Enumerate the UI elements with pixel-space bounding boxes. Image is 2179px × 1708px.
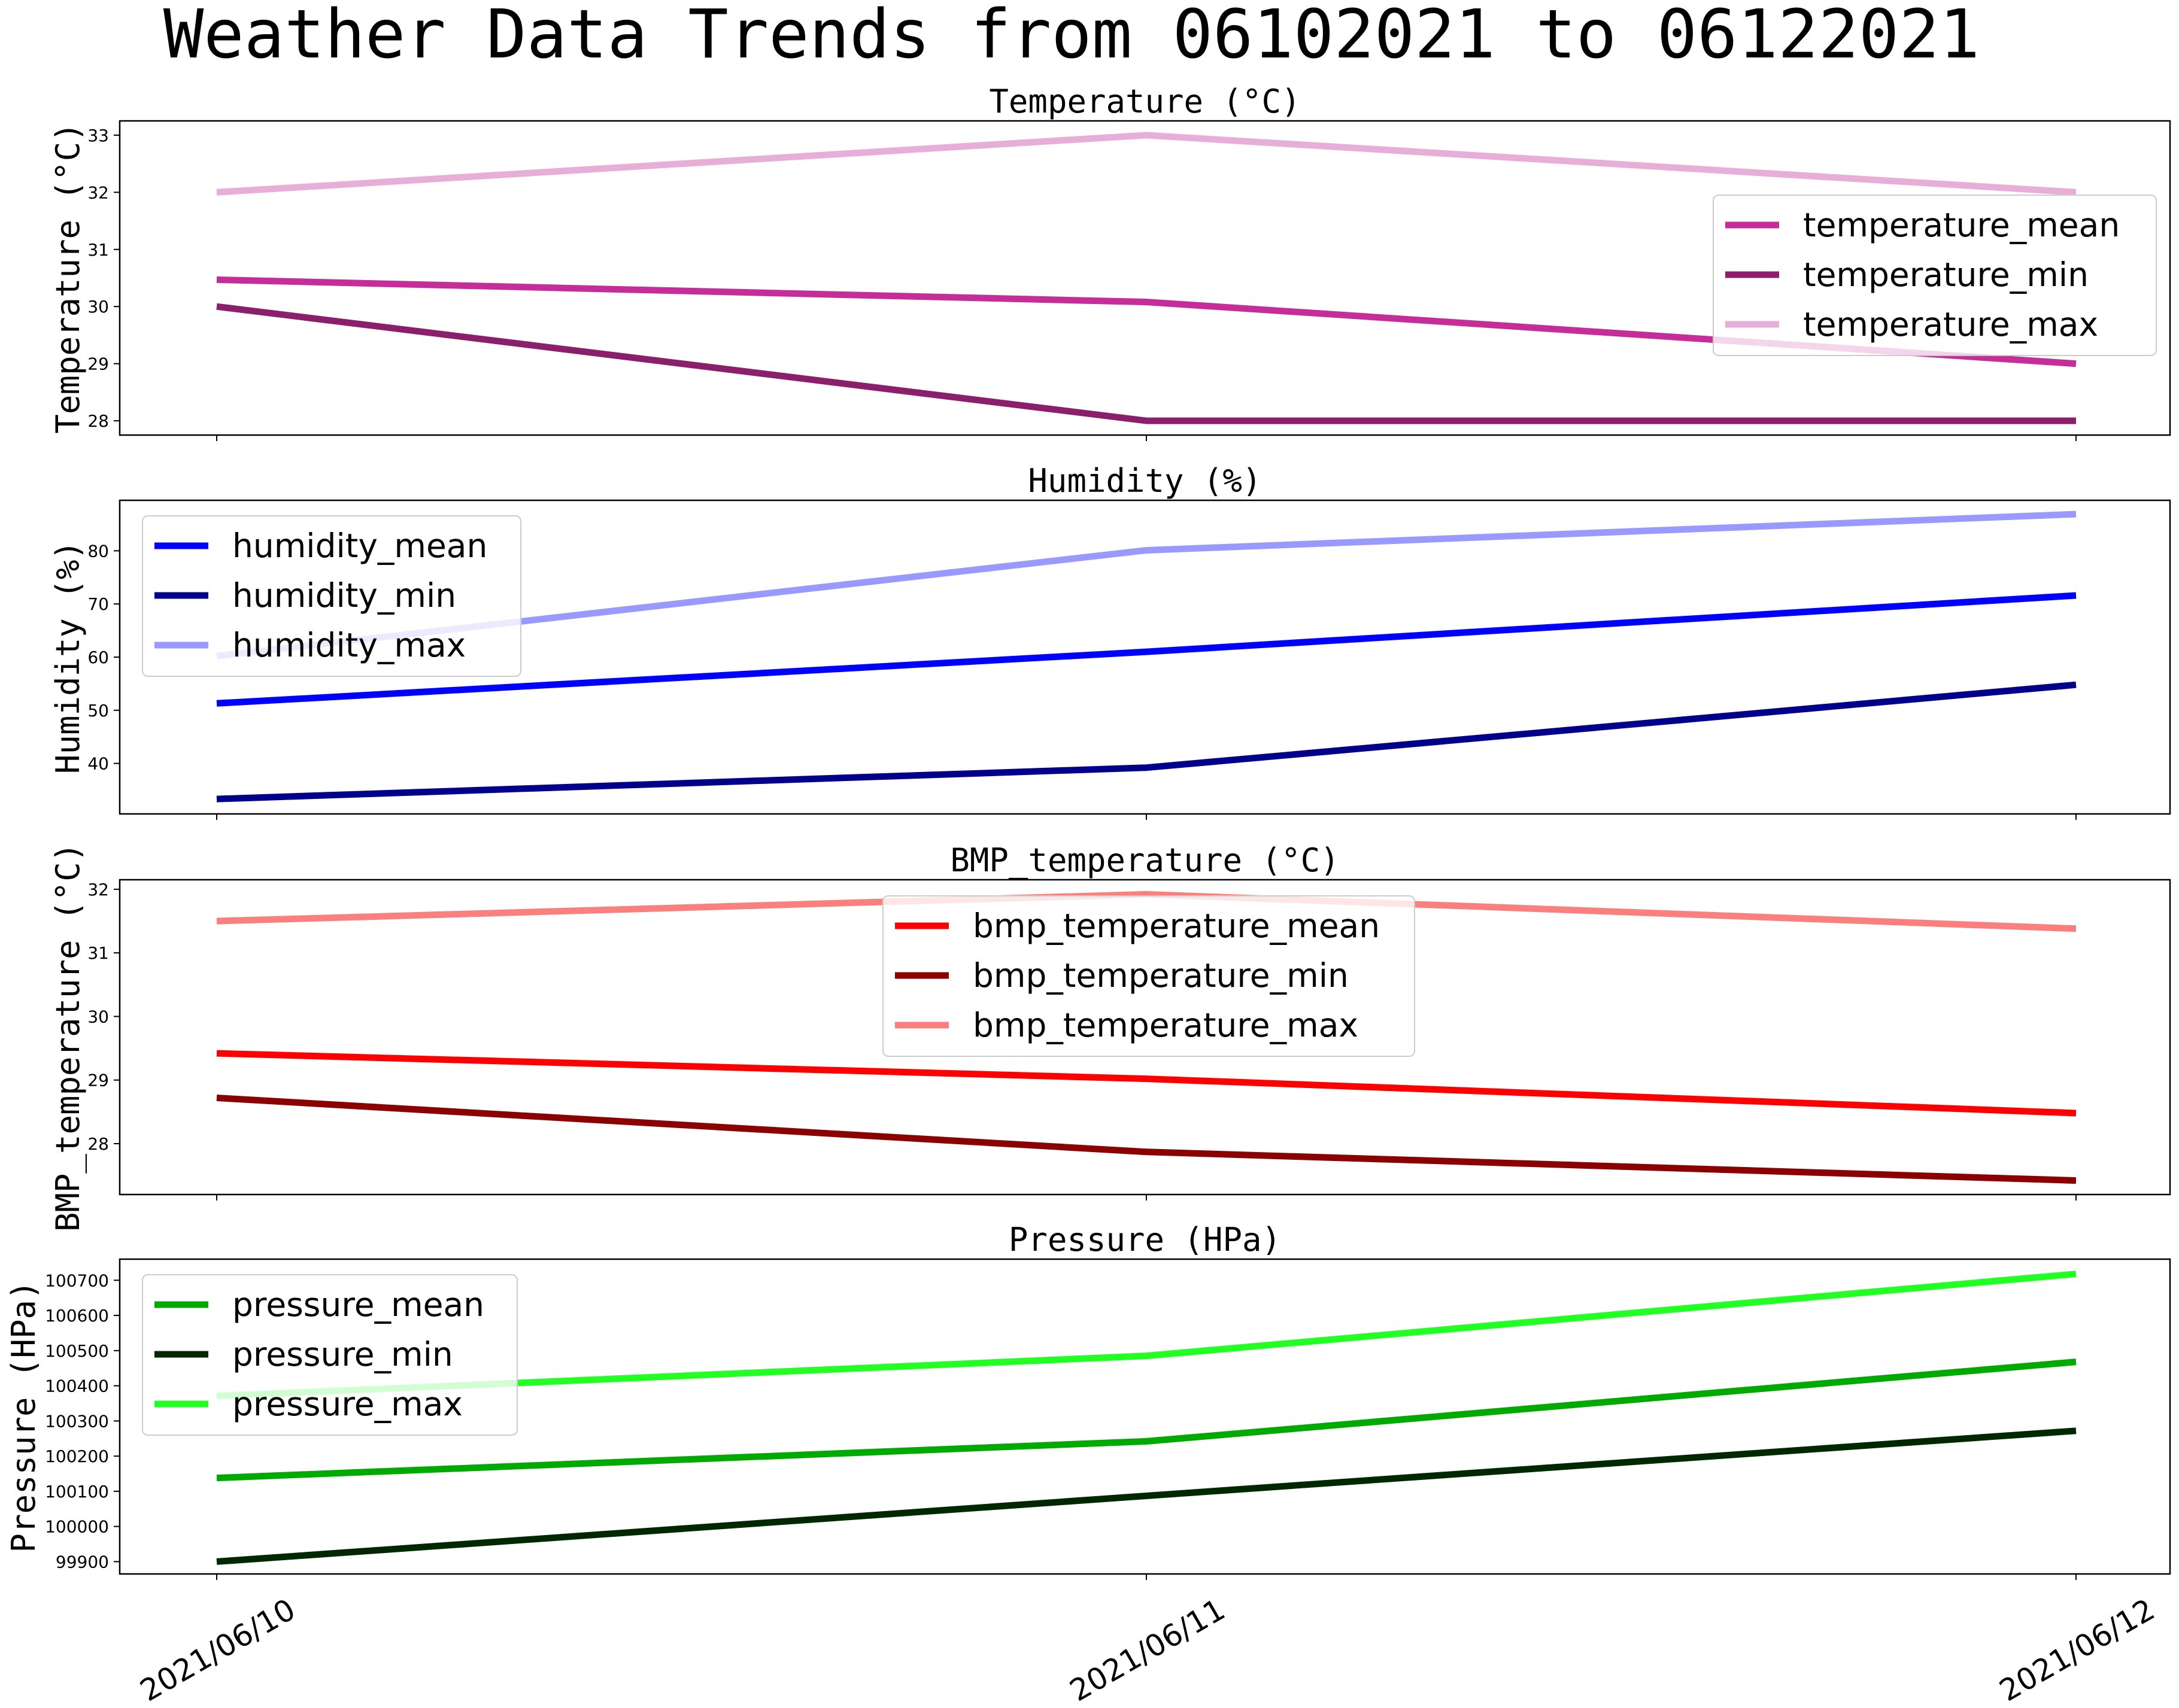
legend-label: bmp_temperature_min: [973, 956, 1349, 995]
y-tick-label: 32: [87, 880, 109, 899]
legend: humidity_mean humidity_min humidity_max: [142, 515, 521, 677]
series-line-bmp-temperature-min: [216, 1095, 2077, 1184]
y-tick-label: 30: [87, 1007, 109, 1026]
y-tick-label: 100700: [45, 1271, 109, 1290]
axes-frame: [119, 1258, 2171, 1575]
chart-panel-4: Pressure (HPa) Pressure (HPa) 99900 100000 1…: [5, 1221, 2171, 1708]
legend-label: temperature_min: [1803, 256, 2089, 294]
series-line-bmp-temperature-max: [216, 891, 2077, 932]
legend-label: pressure_max: [232, 1385, 463, 1423]
y-tick-label: 100000: [45, 1517, 109, 1537]
legend-label: bmp_temperature_mean: [973, 907, 1380, 945]
y-axis-label: Pressure (HPa): [5, 1280, 43, 1552]
axes-frame: [119, 879, 2171, 1196]
panel-title: Pressure (HPa): [1009, 1221, 1281, 1259]
y-tick-label: 100100: [45, 1482, 109, 1502]
x-tick-label: 2021/06/10: [134, 1592, 301, 1708]
legend-box: [882, 895, 1415, 1057]
series-line-humidity-max: [216, 510, 2077, 660]
y-tick-label: 31: [87, 943, 109, 963]
y-tick-label: 28: [87, 1134, 109, 1154]
y-axis-label: BMP_temperature (°C): [49, 843, 87, 1232]
legend-label: temperature_mean: [1803, 206, 2120, 244]
panel-title: Temperature (°C): [989, 83, 1300, 120]
legend: bmp_temperature_mean bmp_temperature_minb…: [882, 895, 1415, 1057]
legend-label: humidity_mean: [232, 527, 487, 565]
y-axis-label: Humidity (%): [49, 540, 87, 774]
legend-label: pressure_min: [232, 1335, 453, 1373]
legend-label: humidity_min: [232, 576, 456, 615]
y-tick-label: 100200: [45, 1446, 109, 1466]
legend-label: temperature_max: [1803, 305, 2098, 344]
figure-title: Weather Data Trends from 06102021 to 061…: [163, 0, 1980, 74]
legend-box: [142, 515, 521, 677]
x-tick-label: 2021/06/12: [1993, 1592, 2160, 1708]
y-tick-label: 30: [87, 297, 109, 317]
series-line-temperature-max: [216, 132, 2077, 196]
panel-title: Humidity (%): [1028, 462, 1261, 500]
y-tick-label: 50: [87, 701, 109, 721]
y-tick-label: 100300: [45, 1411, 109, 1431]
series-line-bmp-temperature-mean: [216, 1050, 2077, 1117]
legend: temperature_mean temperature_min temperatu…: [1713, 194, 2157, 356]
legend-label: bmp_temperature_max: [973, 1006, 1358, 1044]
series-line-pressure-min: [216, 1427, 2077, 1565]
y-tick-label: 60: [87, 648, 109, 667]
series-line-humidity-min: [216, 681, 2077, 803]
axes-frame: [119, 120, 2171, 436]
y-tick-label: 80: [87, 541, 109, 561]
legend: pressure_mean pressure_min pressure_max: [142, 1274, 518, 1436]
y-tick-label: 31: [87, 240, 109, 260]
y-tick-label: 33: [87, 126, 109, 145]
legend-label: humidity_max: [232, 626, 466, 664]
axes-frame: [119, 499, 2171, 815]
y-tick-label: 29: [87, 354, 109, 374]
y-tick-label: 100400: [45, 1376, 109, 1396]
y-axis-label: Temperature (°C): [49, 122, 87, 433]
chart-panel-1: Temperature (°C)Temperature (°C) 28293031…: [49, 83, 2171, 441]
series-line-humidity-mean: [216, 592, 2077, 707]
y-tick-label: 100500: [45, 1341, 109, 1361]
y-tick-label: 100600: [45, 1306, 109, 1326]
y-tick-label: 99900: [56, 1552, 109, 1572]
series-line-pressure-max: [216, 1271, 2077, 1400]
series-line-temperature-min: [216, 303, 2076, 424]
y-tick-label: 70: [87, 594, 109, 614]
legend-label: pressure_mean: [232, 1285, 484, 1324]
y-tick-label: 40: [87, 754, 109, 774]
chart-panel-3: BMP_temperature (°C) BMP_temperature (°C)…: [49, 841, 2171, 1232]
y-tick-label: 29: [87, 1071, 109, 1090]
y-tick-label: 28: [87, 411, 109, 431]
panel-title: BMP_temperature (°C): [950, 841, 1339, 879]
legend-box: [1713, 194, 2157, 356]
series-line-pressure-mean: [216, 1359, 2077, 1482]
legend-box: [142, 1274, 518, 1436]
y-tick-label: 32: [87, 183, 109, 202]
x-tick-label: 2021/06/11: [1064, 1592, 1231, 1708]
